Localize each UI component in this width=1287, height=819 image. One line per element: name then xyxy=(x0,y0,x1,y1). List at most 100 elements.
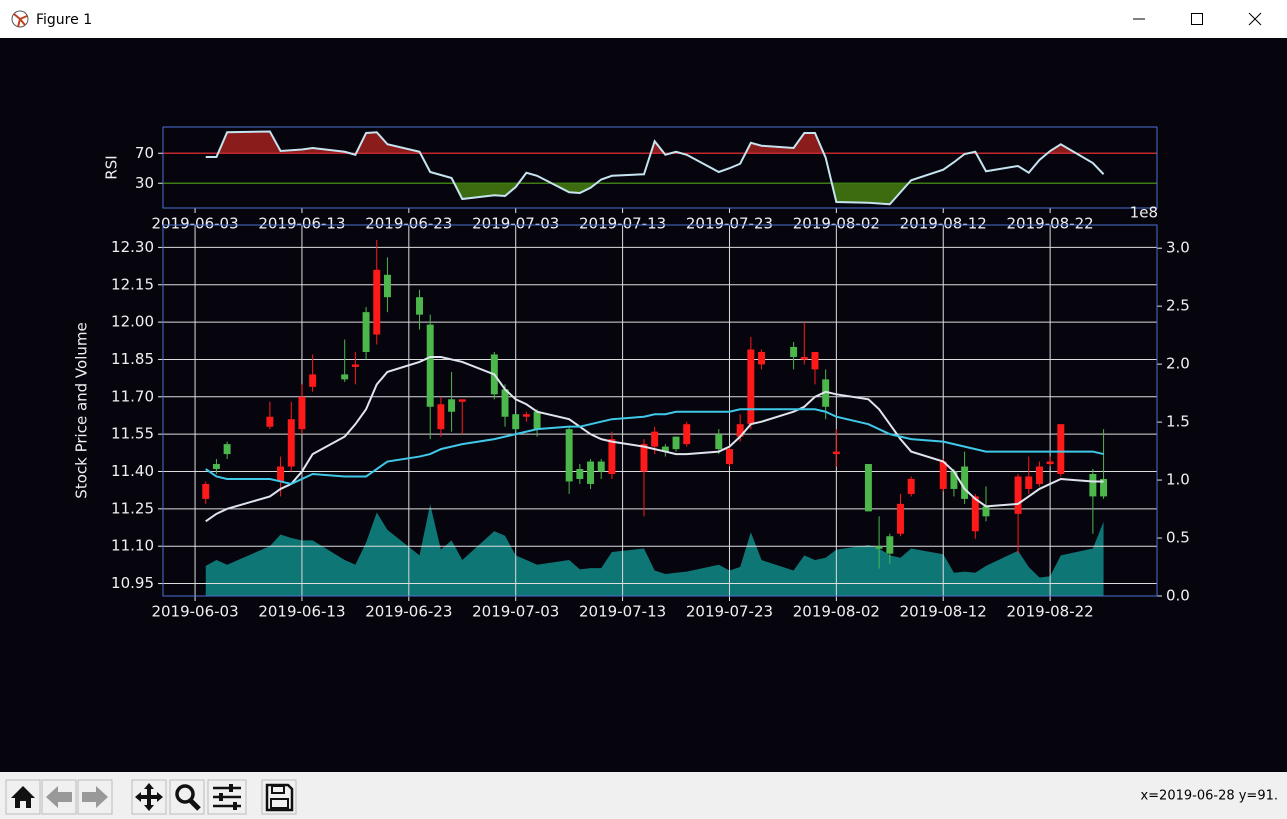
y-axis-label: RSI xyxy=(103,155,121,179)
x-tick-label: 2019-07-23 xyxy=(686,603,773,621)
candle-body xyxy=(982,506,990,517)
x-tick-label: 2019-06-03 xyxy=(151,603,238,621)
candle-body xyxy=(651,431,659,447)
candle-body xyxy=(362,312,370,352)
candle-body xyxy=(897,503,904,534)
title-bar xyxy=(0,0,1287,38)
x-tick-label: 2019-07-03 xyxy=(472,215,559,233)
candle-body xyxy=(416,297,423,315)
x-tick-label: 2019-07-23 xyxy=(686,215,773,233)
candle-body xyxy=(725,449,733,465)
grid-layer xyxy=(163,225,1157,596)
x-tick-label: 2019-07-13 xyxy=(579,215,666,233)
y2-tick-label: 2.0 xyxy=(1166,355,1190,373)
candle-body xyxy=(565,429,573,482)
y-tick-label: 11.55 xyxy=(111,425,154,443)
candle-body xyxy=(608,439,616,474)
candle-body xyxy=(597,461,605,472)
home-button[interactable] xyxy=(5,779,41,815)
maximize-button[interactable] xyxy=(1191,13,1203,25)
candle-body xyxy=(309,374,317,387)
candle-body xyxy=(683,424,691,445)
candle-body xyxy=(758,351,766,365)
app-icon xyxy=(11,10,29,28)
close-button[interactable] xyxy=(1248,12,1262,26)
y-tick-label: 70 xyxy=(135,144,154,162)
candle-body xyxy=(576,469,584,479)
candle-body xyxy=(950,471,958,489)
status-text: x=2019-06-28 y=91. xyxy=(1140,789,1278,804)
y-axis-label: Stock Price and Volume xyxy=(73,322,91,498)
candle-body xyxy=(747,349,755,425)
subplots-button[interactable] xyxy=(207,779,247,815)
x-tick-label: 2019-08-12 xyxy=(900,603,987,621)
candle-body xyxy=(875,546,883,549)
x-tick-label: 2019-08-12 xyxy=(900,215,987,233)
candle-body xyxy=(512,414,520,430)
save-button[interactable] xyxy=(261,779,297,815)
candle-body xyxy=(822,379,830,407)
y2-offset-label: 1e8 xyxy=(1130,204,1158,222)
candle-body xyxy=(1035,466,1043,484)
rsi-line xyxy=(205,130,1105,206)
y-tick-label: 11.70 xyxy=(111,387,154,405)
y-tick-label: 11.25 xyxy=(111,499,154,517)
candle-body xyxy=(1089,473,1097,497)
back-button[interactable] xyxy=(41,779,77,815)
y2-tick-label: 0.0 xyxy=(1166,587,1190,605)
forward-button[interactable] xyxy=(77,779,113,815)
pan-button[interactable] xyxy=(131,779,167,815)
y-tick-label: 11.40 xyxy=(111,462,154,480)
figure-background xyxy=(0,38,1287,772)
candle-body xyxy=(672,436,680,450)
candle-body xyxy=(458,399,466,402)
x-tick-label: 2019-06-23 xyxy=(365,603,452,621)
x-tick-label: 2019-08-02 xyxy=(793,603,880,621)
x-tick-label: 2019-08-22 xyxy=(1007,215,1094,233)
candle-body xyxy=(266,416,274,427)
candle-body xyxy=(1100,478,1108,497)
volume-area xyxy=(205,504,1104,596)
candle-body xyxy=(886,536,894,554)
y-tick-label: 12.30 xyxy=(111,238,154,256)
y-tick-label: 11.85 xyxy=(111,350,154,368)
candle-body xyxy=(587,461,595,484)
x-tick-label: 2019-07-03 xyxy=(472,603,559,621)
candle-body xyxy=(1046,461,1054,465)
candle-body xyxy=(212,464,220,470)
candle-body xyxy=(437,404,445,430)
x-tick-label: 2019-06-03 xyxy=(151,215,238,233)
candle-body xyxy=(373,269,381,335)
window-title: Figure 1 xyxy=(36,12,92,28)
candle-body xyxy=(800,356,808,360)
rsi-threshold-fill xyxy=(205,183,1104,205)
x-tick-label: 2019-08-22 xyxy=(1007,603,1094,621)
candle-body xyxy=(811,351,819,370)
x-tick-label: 2019-06-23 xyxy=(365,215,452,233)
candle-body xyxy=(223,444,231,455)
candle-body xyxy=(790,347,798,357)
candle-body xyxy=(971,496,979,532)
candle-body xyxy=(864,464,872,512)
candle-body xyxy=(287,419,295,467)
x-tick-label: 2019-08-02 xyxy=(793,215,880,233)
y2-tick-label: 0.5 xyxy=(1166,529,1190,547)
candle-body xyxy=(202,483,210,499)
x-tick-label: 2019-06-13 xyxy=(258,215,345,233)
x-tick-label: 2019-07-13 xyxy=(579,603,666,621)
y2-tick-label: 1.0 xyxy=(1166,471,1190,489)
candle-body xyxy=(907,478,915,494)
y2-tick-label: 3.0 xyxy=(1166,239,1190,257)
candle-body xyxy=(533,411,541,430)
candle-body xyxy=(501,389,509,417)
zoom-button[interactable] xyxy=(169,779,205,815)
axes-frame xyxy=(162,126,1158,209)
candle-body xyxy=(383,274,391,298)
moving-average-line xyxy=(205,408,1104,486)
front-layer: 2019-06-03 2019-06-13 2019-06-23 2019-07-03… xyxy=(73,126,1190,621)
candle-body xyxy=(961,466,969,499)
candle-body xyxy=(1025,476,1033,489)
y-tick-label: 12.00 xyxy=(111,313,154,331)
